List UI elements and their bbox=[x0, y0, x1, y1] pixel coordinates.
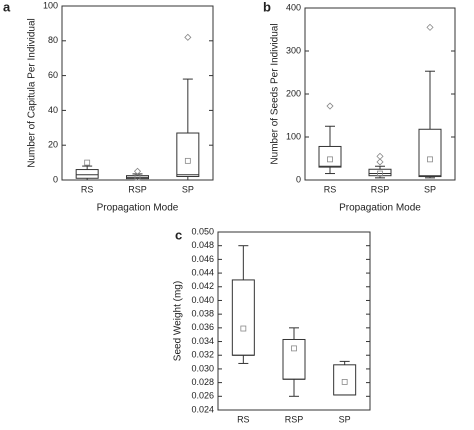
y-tick-label: 0.030 bbox=[191, 363, 214, 373]
y-tick-label: 0.034 bbox=[191, 336, 214, 346]
y-axis-title: Number of Seeds Per Individual bbox=[270, 23, 281, 164]
panel-label: c bbox=[175, 227, 182, 242]
plot-frame bbox=[217, 231, 371, 411]
outlier bbox=[326, 102, 334, 110]
y-tick-label: 0.038 bbox=[191, 309, 214, 319]
x-tick-label: RS bbox=[324, 184, 337, 194]
y-tick-label: 0.036 bbox=[191, 322, 214, 332]
y-tick-label: 0.024 bbox=[191, 404, 214, 414]
y-tick-label: 0.048 bbox=[191, 240, 214, 250]
outlier bbox=[376, 152, 384, 160]
y-tick-label: 0.028 bbox=[191, 377, 214, 387]
x-tick-label: SP bbox=[339, 414, 351, 424]
panel-label: b bbox=[263, 0, 271, 14]
outlier bbox=[426, 23, 434, 31]
y-tick-label: 80 bbox=[48, 35, 58, 45]
mean-marker bbox=[134, 174, 141, 181]
y-tick-label: 400 bbox=[286, 2, 301, 12]
y-tick-label: 100 bbox=[43, 0, 58, 10]
box bbox=[231, 279, 255, 356]
x-tick-label: RSP bbox=[128, 184, 147, 194]
mean-marker bbox=[84, 159, 91, 166]
box bbox=[282, 338, 306, 380]
x-tick-label: RSP bbox=[371, 184, 390, 194]
y-tick-label: 0 bbox=[296, 174, 301, 184]
y-tick-label: 0.044 bbox=[191, 267, 214, 277]
outlier bbox=[376, 158, 384, 166]
x-tick-label: SP bbox=[424, 184, 436, 194]
mean-marker bbox=[240, 325, 247, 332]
y-axis-title: Number of Capitula Per Individual bbox=[27, 18, 38, 168]
panel-label: a bbox=[3, 0, 11, 14]
box bbox=[75, 169, 99, 179]
x-tick-label: RSP bbox=[285, 414, 304, 424]
mean-marker bbox=[427, 156, 433, 163]
y-tick-label: 0.042 bbox=[191, 281, 214, 291]
box bbox=[368, 168, 392, 177]
x-axis-title: Propagation Mode bbox=[97, 203, 179, 214]
x-tick-label: SP bbox=[182, 184, 194, 194]
y-tick-label: 0 bbox=[53, 174, 58, 184]
x-axis-title: Propagation Mode bbox=[339, 203, 421, 214]
y-tick-label: 200 bbox=[286, 88, 301, 98]
mean-marker bbox=[377, 170, 383, 177]
outlier bbox=[133, 167, 142, 175]
box bbox=[176, 132, 200, 178]
y-axis-title: Seed Weight (mg) bbox=[173, 281, 184, 361]
y-tick-label: 0.026 bbox=[191, 391, 214, 401]
mean-marker bbox=[327, 156, 333, 163]
y-tick-label: 0.050 bbox=[191, 226, 214, 236]
box bbox=[418, 128, 442, 178]
mean-marker bbox=[184, 157, 191, 164]
y-tick-label: 300 bbox=[286, 45, 301, 55]
outlier bbox=[184, 33, 192, 41]
y-tick-label: 40 bbox=[48, 105, 58, 115]
y-tick-label: 60 bbox=[48, 70, 58, 80]
x-tick-label: RS bbox=[81, 184, 94, 194]
mean-marker bbox=[291, 345, 297, 352]
x-tick-label: RS bbox=[237, 414, 250, 424]
y-tick-label: 20 bbox=[48, 140, 58, 150]
y-tick-label: 0.040 bbox=[191, 295, 214, 305]
y-tick-label: 100 bbox=[286, 131, 301, 141]
y-tick-label: 0.046 bbox=[191, 254, 214, 264]
mean-marker bbox=[341, 379, 348, 385]
y-tick-label: 0.032 bbox=[191, 350, 214, 360]
box bbox=[333, 364, 357, 396]
